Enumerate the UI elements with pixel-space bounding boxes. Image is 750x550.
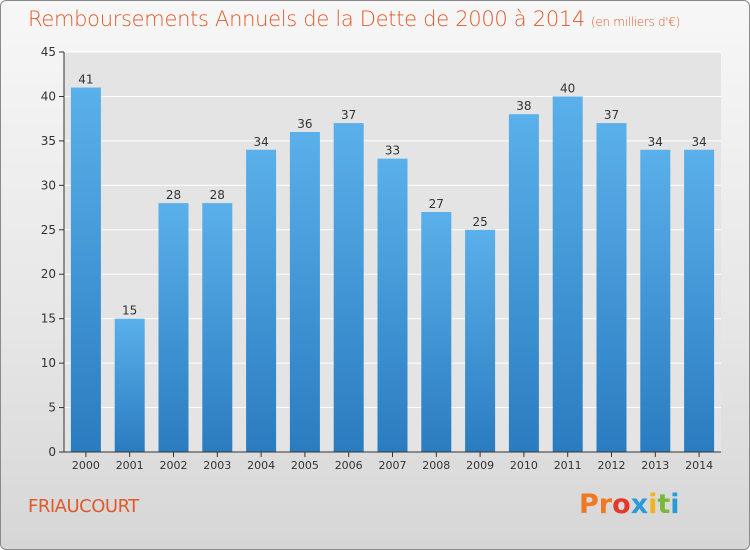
y-tick-label: 25: [41, 223, 56, 237]
bar-2003: [202, 203, 233, 452]
data-label-2014: 34: [691, 135, 706, 149]
x-tick-label-2006: 2006: [335, 459, 363, 472]
logo-letter: i: [648, 489, 658, 520]
bar-2004: [246, 149, 277, 452]
logo-letter: r: [598, 489, 613, 520]
x-axis: 2000 2001 2002 2003 2004 2005 2006 2007 2008 2009…: [64, 451, 721, 472]
x-tick-label-2012: 2012: [598, 459, 626, 472]
data-label-2007: 33: [385, 144, 400, 158]
y-tick-label: 45: [41, 45, 56, 59]
bar-2009: [465, 229, 496, 452]
chart-unit: (en milliers d'€): [591, 15, 681, 29]
y-tick-label: 20: [41, 267, 56, 281]
x-tick-label-2001: 2001: [116, 459, 144, 472]
y-tick-label: 10: [41, 356, 56, 370]
bar-2001: [114, 318, 145, 452]
x-tick-label-2007: 2007: [379, 459, 407, 472]
y-tick-label: 0: [48, 445, 56, 459]
x-tick-label-2009: 2009: [466, 459, 494, 472]
y-tick-label: 30: [41, 178, 56, 192]
x-tick-label-2008: 2008: [422, 459, 450, 472]
data-label-2000: 41: [78, 73, 93, 87]
bar-2000: [70, 87, 101, 453]
bar-2008: [421, 212, 452, 452]
data-label-2010: 38: [516, 99, 531, 113]
x-tick-label-2011: 2011: [554, 459, 582, 472]
bar-2010: [508, 114, 539, 452]
bar-2012: [596, 123, 627, 452]
x-tick-label-2004: 2004: [247, 459, 275, 472]
logo-letter: i: [670, 489, 680, 520]
x-tick-label-2003: 2003: [203, 459, 231, 472]
chart-title: Remboursements Annuels de la Dette de 20…: [28, 7, 680, 31]
x-tick-label-2014: 2014: [685, 459, 713, 472]
bars: 41 15 28 28 34 36 37 33 27 25 38 40 37 34 34: [70, 73, 715, 453]
data-label-2003: 28: [210, 188, 225, 202]
x-tick-label-2013: 2013: [641, 459, 669, 472]
logo-letter: o: [612, 489, 631, 520]
data-label-2013: 34: [648, 135, 663, 149]
data-label-2002: 28: [166, 188, 181, 202]
data-label-2011: 40: [560, 81, 575, 95]
data-label-2001: 15: [122, 304, 137, 318]
y-tick-label: 35: [41, 134, 56, 148]
y-axis: 0 5 10 15 20 25 30 35 40 45: [41, 45, 65, 459]
data-label-2008: 27: [429, 197, 444, 211]
town-name: FRIAUCOURT: [28, 496, 139, 517]
bar-2007: [377, 158, 408, 452]
logo-letter: t: [657, 489, 671, 520]
data-label-2004: 34: [253, 135, 268, 149]
y-tick-label: 40: [41, 89, 56, 103]
x-tick-label-2010: 2010: [510, 459, 538, 472]
bar-2005: [289, 132, 320, 452]
x-tick-label-2002: 2002: [160, 459, 188, 472]
x-tick-label-2005: 2005: [291, 459, 319, 472]
bar-2014: [684, 149, 715, 452]
x-tick-label-2000: 2000: [72, 459, 100, 472]
proxiti-logo: Proxiti: [579, 489, 680, 520]
logo-letter: P: [579, 489, 599, 520]
bar-2011: [552, 96, 583, 452]
data-label-2009: 25: [472, 215, 487, 229]
bar-2013: [640, 149, 671, 452]
chart-title-text: Remboursements Annuels de la Dette de 20…: [28, 7, 585, 31]
logo-letter: x: [630, 489, 649, 520]
y-tick-label: 15: [41, 312, 56, 326]
bar-2006: [333, 123, 364, 452]
data-label-2012: 37: [604, 108, 619, 122]
y-tick-label: 5: [48, 401, 56, 415]
bar-2002: [158, 203, 189, 452]
data-label-2006: 37: [341, 108, 356, 122]
data-label-2005: 36: [297, 117, 312, 131]
